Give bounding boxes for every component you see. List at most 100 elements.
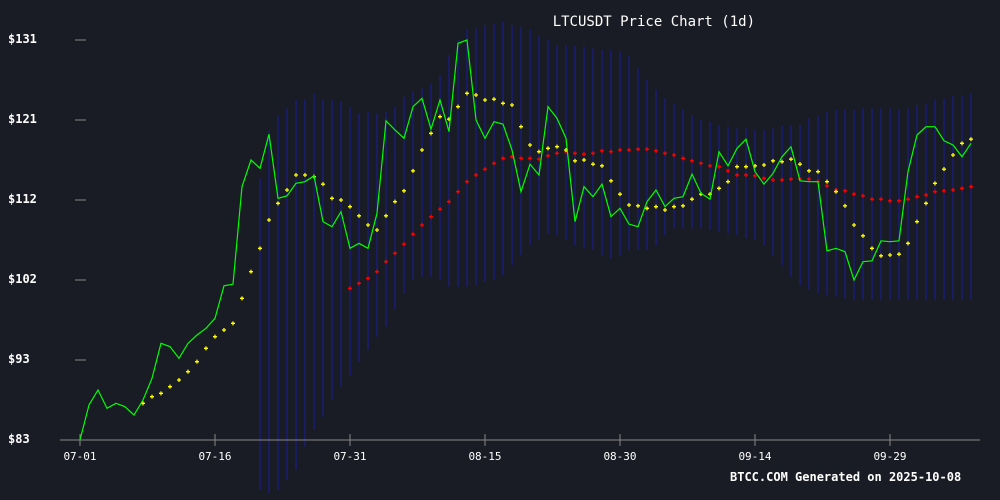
ma-long-point: [897, 198, 901, 203]
ma-long-point: [591, 151, 595, 156]
ma-short-point: [636, 203, 640, 208]
ma-long-point: [960, 186, 964, 191]
ma-short-point: [798, 162, 802, 167]
ma-short-point: [546, 146, 550, 151]
ma-short-point: [276, 201, 280, 206]
ma-short-point: [825, 179, 829, 184]
ma-long-point: [465, 179, 469, 184]
ma-long-point: [555, 151, 559, 156]
ma-long-point: [843, 188, 847, 193]
ma-long-point: [717, 164, 721, 169]
x-tick-label: 09-14: [738, 450, 772, 463]
ma-short-point: [915, 219, 919, 224]
ma-long-point: [924, 193, 928, 197]
x-tick-label: 08-30: [603, 450, 637, 463]
ma-short-point: [555, 144, 559, 149]
ma-long-point: [411, 232, 415, 237]
ma-long-point: [483, 167, 487, 172]
ma-long-point: [384, 259, 388, 264]
ma-long-point: [429, 214, 433, 219]
ma-short-point: [456, 104, 460, 109]
ma-short-point: [384, 213, 388, 218]
ma-short-point: [303, 173, 307, 177]
ma-short-point: [186, 369, 190, 374]
ma-long-point: [906, 197, 910, 202]
ma-short-point: [195, 359, 199, 364]
ma-short-point: [402, 188, 406, 193]
ma-long-point: [672, 153, 676, 157]
ma-short-point: [258, 246, 262, 251]
close-price-line: [79, 39, 972, 441]
ma-long-point: [861, 193, 865, 198]
ma-short-point: [591, 162, 595, 167]
ma-short-point: [807, 168, 811, 173]
ma-long-point: [951, 188, 955, 192]
ma-short-point: [870, 246, 874, 251]
ma-short-point: [771, 158, 775, 163]
ma-long-point: [825, 183, 829, 188]
ma-long-point: [807, 177, 811, 182]
ma-short-point: [213, 334, 217, 339]
ma-long-point: [366, 276, 370, 281]
ma-long-point: [618, 148, 622, 152]
ma-short-point: [969, 137, 973, 142]
ma-long-point: [528, 156, 532, 161]
ma-long-point: [546, 153, 550, 158]
ma-long-point: [942, 188, 946, 193]
ma-long-point: [780, 178, 784, 182]
ma-long-point: [852, 192, 856, 197]
ma-short-point: [429, 131, 433, 136]
ma-short-point: [231, 321, 235, 326]
ma-short-point: [627, 203, 631, 207]
x-tick-label: 07-01: [63, 450, 97, 463]
y-tick-label: $112: [8, 192, 37, 206]
ma-short-point: [159, 391, 163, 396]
ma-long-point: [663, 151, 667, 156]
ma-long-point: [357, 281, 361, 286]
ma-short-point: [204, 346, 208, 351]
ma-short-point: [852, 223, 856, 227]
ma-long-point: [969, 184, 973, 189]
ma-short-point: [960, 141, 964, 146]
ma-long-point: [888, 198, 892, 203]
ma-short-point: [843, 203, 847, 208]
x-tick-label: 07-16: [198, 450, 232, 463]
x-tick-label: 08-15: [468, 450, 502, 463]
ma-short-point: [492, 97, 496, 102]
ma-long-point: [393, 251, 397, 256]
chart-title: LTCUSDT Price Chart (1d): [552, 14, 755, 30]
ma-short-point: [321, 182, 325, 187]
ma-long-point: [438, 207, 442, 212]
ma-short-point: [465, 91, 469, 96]
ma-short-point: [834, 189, 838, 194]
ma-long-point: [582, 152, 586, 157]
ma-short-point: [933, 181, 937, 186]
ma-long-point: [699, 161, 703, 166]
ma-short-point: [744, 164, 748, 169]
ma-long-point: [420, 223, 424, 227]
ma-short-point: [924, 201, 928, 206]
ma-long-point: [735, 173, 739, 177]
ma-long-point: [744, 173, 748, 177]
ma-short-point: [654, 204, 658, 209]
ma-long-point: [771, 178, 775, 182]
ma-short-point: [267, 218, 271, 222]
ma-short-point: [519, 124, 523, 129]
ma-short-point: [879, 253, 883, 258]
ma-long-point: [456, 189, 460, 194]
ma-short-point: [816, 169, 820, 174]
ma-short-point: [285, 188, 289, 192]
ma-long-point: [348, 286, 352, 291]
ma-long-point: [789, 177, 793, 182]
ma-long-point: [762, 176, 766, 181]
ma-short-point: [393, 199, 397, 204]
ma-long-point: [645, 147, 649, 152]
y-tick-label: $102: [8, 272, 37, 286]
ma-short-point: [726, 179, 730, 184]
ma-long-point: [915, 194, 919, 199]
x-tick-label: 07-31: [333, 450, 367, 463]
ma-long-point: [636, 147, 640, 152]
ma-short-point: [717, 186, 721, 191]
ma-short-point: [375, 228, 379, 232]
ma-short-point: [780, 159, 784, 164]
